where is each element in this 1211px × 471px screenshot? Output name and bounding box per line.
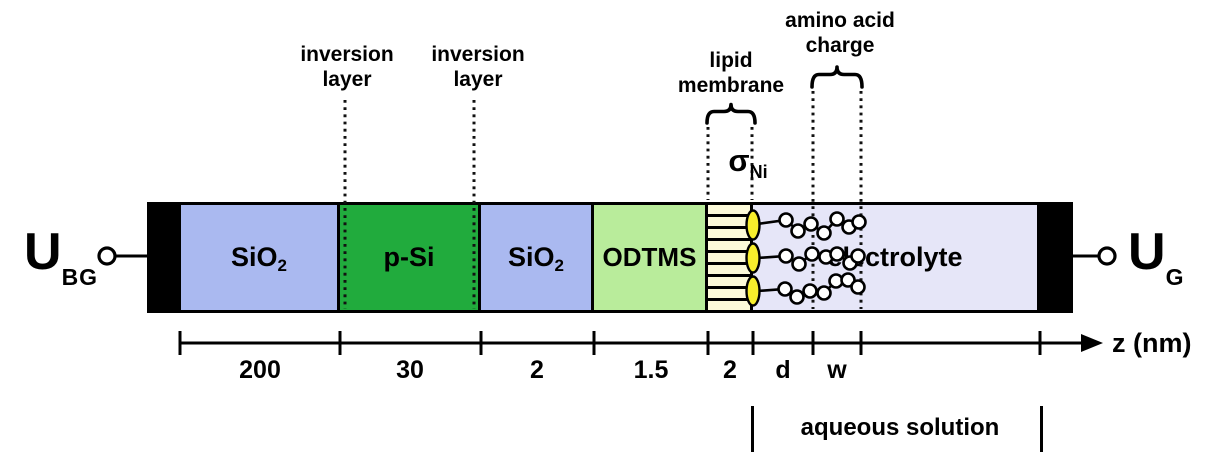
z-axis-ticks bbox=[178, 331, 1042, 355]
inversion-layer-2-label: inversion layer bbox=[431, 43, 525, 91]
layer-p-si: p-Si bbox=[340, 202, 481, 313]
inversion-layer-1-label: inversion layer bbox=[300, 43, 394, 91]
axis-segment-2b: 2 bbox=[723, 356, 737, 384]
layer-back-gate-contact bbox=[147, 202, 181, 313]
lipid-membrane-brace-icon bbox=[705, 102, 757, 125]
axis-segment-2a: 2 bbox=[530, 356, 544, 384]
layer-label-electrolyte: electrolyte bbox=[827, 242, 963, 272]
layer-label-odtms: ODTMS bbox=[602, 242, 697, 272]
back-gate-terminal-icon bbox=[97, 246, 117, 266]
lipid-membrane-label: lipid membrane bbox=[677, 49, 785, 97]
back-gate-voltage-label: UBG bbox=[24, 223, 99, 290]
aqueous-solution-right-bar bbox=[1040, 406, 1043, 452]
layer-label-sio2-back-subscript: 2 bbox=[277, 255, 287, 275]
z-axis-title: z (nm) bbox=[1112, 328, 1192, 358]
axis-segment-30: 30 bbox=[396, 356, 424, 384]
axis-segment-w: w bbox=[827, 356, 847, 384]
layer-odtms: ODTMS bbox=[594, 202, 708, 313]
layer-label-p-si: p-Si bbox=[383, 242, 435, 272]
axis-segment-1-5: 1.5 bbox=[633, 356, 669, 384]
amino-acid-charge-label: amino acid charge bbox=[785, 9, 895, 57]
amino-acid-charge-brace-icon bbox=[810, 65, 864, 89]
axis-segment-200: 200 bbox=[239, 356, 281, 384]
sigma-ni-label: σNi bbox=[728, 143, 768, 182]
aqueous-solution-label: aqueous solution bbox=[800, 414, 1000, 441]
z-axis bbox=[178, 331, 1103, 355]
z-axis-arrowhead-icon bbox=[1081, 334, 1103, 352]
layer-label-sio2-gate-subscript: 2 bbox=[554, 255, 564, 275]
axis-segment-d: d bbox=[775, 356, 791, 384]
gate-terminal-icon bbox=[1097, 246, 1117, 266]
layer-sio2-back-oxide: SiO 2 bbox=[181, 202, 340, 313]
layer-sio2-gate-oxide: SiO 2 bbox=[481, 202, 594, 313]
aqueous-solution-left-bar bbox=[751, 406, 754, 452]
layer-gate-contact bbox=[1040, 202, 1073, 313]
layer-label-sio2-gate: SiO bbox=[508, 242, 555, 272]
gate-voltage-label: UG bbox=[1128, 223, 1185, 290]
layer-electrolyte: electrolyte bbox=[753, 202, 1040, 313]
layer-label-sio2-back: SiO bbox=[231, 242, 278, 272]
layer-lipid-membrane bbox=[708, 202, 753, 313]
